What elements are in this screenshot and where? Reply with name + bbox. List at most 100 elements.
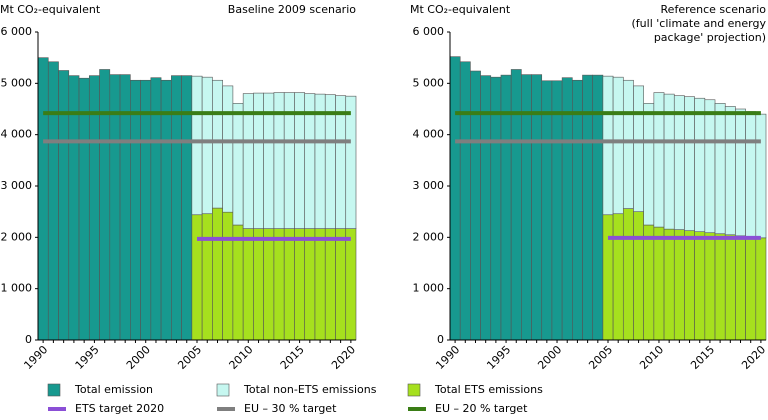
y-tick-label: 0 bbox=[437, 333, 444, 346]
x-tick-label: 2015 bbox=[278, 343, 307, 372]
x-tick-label: 1995 bbox=[73, 343, 102, 372]
x-tick-label: 1990 bbox=[21, 343, 50, 372]
bar bbox=[68, 75, 80, 341]
legend-label: Total non-ETS emissions bbox=[243, 383, 377, 396]
bar bbox=[633, 211, 644, 341]
bar bbox=[694, 97, 706, 232]
bar bbox=[643, 224, 655, 341]
bar bbox=[88, 75, 100, 341]
bar bbox=[724, 234, 736, 341]
bar bbox=[99, 69, 111, 341]
bar bbox=[37, 57, 49, 341]
y-tick-label: 5 000 bbox=[1, 76, 33, 89]
bar bbox=[704, 232, 716, 341]
x-tick-label: 2005 bbox=[175, 343, 204, 372]
x-tick-label: 1990 bbox=[433, 343, 462, 372]
bar bbox=[602, 214, 614, 341]
subtitle: Reference scenario bbox=[661, 3, 767, 16]
bar bbox=[345, 228, 357, 341]
bar bbox=[253, 228, 264, 341]
bar bbox=[191, 75, 203, 216]
y-tick-label: 4 000 bbox=[413, 128, 445, 141]
legend-label: ETS target 2020 bbox=[75, 402, 164, 415]
bar bbox=[572, 79, 583, 341]
x-tick-label: 2005 bbox=[586, 343, 615, 372]
bar bbox=[449, 56, 461, 341]
bar bbox=[622, 208, 634, 341]
bar bbox=[242, 228, 254, 341]
x-tick-label: 2020 bbox=[739, 343, 768, 372]
bar bbox=[551, 80, 563, 341]
bar bbox=[602, 75, 614, 216]
bar bbox=[755, 113, 767, 239]
bar bbox=[622, 79, 634, 209]
bar bbox=[160, 79, 172, 341]
bar bbox=[510, 69, 522, 341]
subtitle: package' projection) bbox=[654, 31, 766, 44]
bar bbox=[735, 235, 746, 341]
bar bbox=[714, 233, 726, 341]
bar bbox=[181, 75, 193, 341]
bar bbox=[745, 236, 757, 341]
bar bbox=[222, 211, 234, 341]
bar bbox=[714, 103, 726, 235]
y-tick-label: 1 000 bbox=[413, 282, 445, 295]
bar bbox=[324, 228, 336, 341]
bar bbox=[294, 228, 306, 341]
y-tick-label: 4 000 bbox=[1, 128, 33, 141]
bar bbox=[541, 80, 553, 341]
bar bbox=[480, 75, 492, 341]
x-tick-label: 2020 bbox=[329, 343, 358, 372]
bar bbox=[643, 103, 655, 226]
bar bbox=[263, 228, 275, 341]
bar bbox=[222, 85, 234, 213]
x-tick-label: 2000 bbox=[124, 343, 153, 372]
bar bbox=[304, 228, 316, 341]
subtitle: Baseline 2009 scenario bbox=[228, 3, 356, 16]
bar bbox=[633, 85, 644, 212]
bar bbox=[755, 237, 767, 341]
bar bbox=[684, 96, 695, 231]
bar bbox=[335, 228, 347, 341]
bar bbox=[212, 79, 223, 209]
bar bbox=[345, 95, 357, 229]
bar bbox=[673, 229, 685, 341]
bar bbox=[130, 79, 141, 341]
y-tick-label: 5 000 bbox=[413, 76, 445, 89]
bar bbox=[212, 207, 223, 341]
x-tick-label: 2010 bbox=[637, 343, 666, 372]
bar bbox=[171, 75, 182, 341]
y-tick-label: 2 000 bbox=[413, 230, 445, 243]
bar bbox=[232, 103, 244, 226]
bar bbox=[684, 230, 695, 341]
legend-swatch bbox=[47, 383, 61, 397]
bar bbox=[191, 214, 203, 341]
x-tick-label: 2010 bbox=[227, 343, 256, 372]
bar bbox=[335, 95, 347, 229]
y-axis-title: Mt CO₂-equivalent bbox=[410, 3, 511, 16]
bar bbox=[273, 228, 285, 341]
y-axis-title: Mt CO₂-equivalent bbox=[0, 3, 101, 16]
bar bbox=[314, 228, 326, 341]
legend-label: Total ETS emissions bbox=[434, 383, 543, 396]
subtitle: (full 'climate and energy bbox=[632, 17, 767, 30]
bar bbox=[735, 108, 746, 237]
bar bbox=[663, 228, 675, 341]
bar bbox=[745, 111, 757, 238]
y-tick-label: 1 000 bbox=[1, 282, 33, 295]
x-tick-label: 2015 bbox=[688, 343, 717, 372]
bar bbox=[140, 79, 152, 341]
bar bbox=[490, 76, 502, 341]
legend-swatch bbox=[407, 383, 421, 397]
y-tick-label: 6 000 bbox=[413, 25, 445, 38]
bar bbox=[694, 231, 706, 341]
bar bbox=[612, 76, 624, 215]
bar bbox=[201, 213, 213, 341]
y-tick-label: 3 000 bbox=[413, 179, 445, 192]
bar bbox=[283, 228, 295, 341]
x-tick-label: 1995 bbox=[484, 343, 513, 372]
bar bbox=[673, 95, 685, 230]
legend-label: Total emission bbox=[74, 383, 153, 396]
bar bbox=[612, 213, 624, 341]
